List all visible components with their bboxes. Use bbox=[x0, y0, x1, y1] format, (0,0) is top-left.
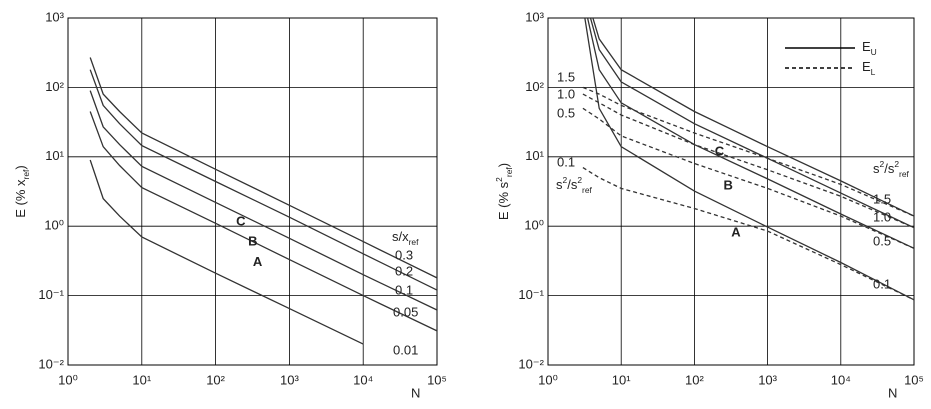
y-tick-label: 10² bbox=[525, 79, 544, 94]
curve-label-title: s/xref bbox=[392, 229, 419, 247]
text-part: s/x bbox=[392, 229, 409, 244]
text-part: ref bbox=[582, 185, 593, 195]
x-tick-label: 10³ bbox=[758, 372, 777, 387]
curve-label: 0.2 bbox=[395, 263, 413, 278]
curve bbox=[589, 18, 914, 229]
y-tick-label: 10⁻² bbox=[518, 356, 544, 371]
curve-label: 0.1 bbox=[557, 154, 575, 169]
y-tick-label: 10² bbox=[45, 79, 64, 94]
plot-area bbox=[582, 18, 914, 301]
curve bbox=[89, 90, 437, 311]
curve-label-title: s2/s2ref bbox=[556, 175, 593, 195]
legend-label: EU bbox=[862, 39, 877, 57]
curve bbox=[584, 18, 914, 301]
curve bbox=[89, 57, 437, 279]
plot-area bbox=[89, 57, 437, 345]
text-part: 2 bbox=[577, 175, 582, 185]
x-tick-label: 10⁴ bbox=[353, 372, 373, 387]
y-tick-label: 10¹ bbox=[525, 148, 544, 163]
curve bbox=[592, 18, 914, 217]
y-tick-label: 10⁻² bbox=[38, 356, 64, 371]
plot-frame bbox=[67, 17, 438, 366]
annotation: A bbox=[731, 224, 741, 239]
x-tick-label: 10¹ bbox=[132, 372, 151, 387]
annotation: C bbox=[715, 144, 725, 159]
x-tick-label: 10² bbox=[206, 372, 225, 387]
y-tick-label: 10⁰ bbox=[44, 218, 64, 233]
text-part: ref bbox=[504, 167, 514, 178]
curve-label: 0.3 bbox=[395, 247, 413, 262]
plot-frame bbox=[547, 17, 915, 366]
curve bbox=[586, 18, 914, 249]
x-tick-label: 10⁰ bbox=[58, 372, 78, 387]
curve bbox=[89, 111, 437, 332]
y-tick-label: 10¹ bbox=[45, 148, 64, 163]
text-part: ref bbox=[21, 169, 31, 180]
curve-label: 0.1 bbox=[873, 276, 891, 291]
text-part: ref bbox=[409, 237, 420, 247]
x-axis-label: N bbox=[888, 385, 897, 400]
curve bbox=[89, 159, 364, 345]
y-tick-label: 10³ bbox=[45, 9, 64, 24]
text-part: L bbox=[871, 67, 876, 77]
x-tick-label: 10⁰ bbox=[538, 372, 558, 387]
curve-label: 0.1 bbox=[395, 282, 413, 297]
curve bbox=[89, 69, 437, 291]
legend-label: EL bbox=[862, 59, 876, 77]
text-part: 2 bbox=[494, 177, 504, 182]
y-tick-label: 10⁰ bbox=[524, 218, 544, 233]
x-tick-label: 10⁵ bbox=[427, 372, 447, 387]
text-part: s bbox=[873, 161, 880, 176]
curve-label: 0.5 bbox=[873, 233, 891, 248]
curve-label: 1.5 bbox=[557, 69, 575, 84]
text-part: 2 bbox=[894, 159, 899, 169]
curve-label: 0.5 bbox=[557, 105, 575, 120]
text-part: ref bbox=[899, 169, 910, 179]
x-tick-label: 10⁴ bbox=[831, 372, 851, 387]
curve-label: 1.0 bbox=[557, 86, 575, 101]
text-part: E bbox=[862, 39, 871, 54]
text-part: /s bbox=[884, 161, 895, 176]
curve-label: 0.05 bbox=[393, 304, 418, 319]
y-tick-label: 10⁻¹ bbox=[518, 287, 544, 302]
y-tick-label: 10⁻¹ bbox=[38, 287, 64, 302]
x-tick-label: 10² bbox=[685, 372, 704, 387]
annotation: C bbox=[236, 213, 246, 228]
text-part: ) bbox=[13, 165, 28, 169]
text-part: s bbox=[556, 177, 563, 192]
y-axis-label: E (% xref) bbox=[13, 165, 31, 218]
x-tick-label: 10⁵ bbox=[904, 372, 924, 387]
curve bbox=[582, 93, 914, 229]
y-axis-label: E (% s2ref) bbox=[494, 163, 514, 220]
annotation: B bbox=[248, 234, 257, 249]
y-tick-label: 10³ bbox=[525, 9, 544, 24]
curve-label: 1.0 bbox=[873, 209, 891, 224]
annotation: A bbox=[253, 254, 263, 269]
text-part: /s bbox=[567, 177, 578, 192]
text-part: ) bbox=[496, 163, 511, 167]
annotation: B bbox=[724, 177, 733, 192]
curve-label-title: s2/s2ref bbox=[873, 159, 910, 179]
text-part: 2 bbox=[563, 175, 568, 185]
text-part: E (% s bbox=[496, 181, 511, 220]
curve bbox=[582, 167, 914, 301]
x-tick-label: 10¹ bbox=[612, 372, 631, 387]
text-part: 2 bbox=[880, 159, 885, 169]
curve-label: 0.01 bbox=[393, 342, 418, 357]
x-axis-label: N bbox=[411, 385, 420, 400]
curve bbox=[582, 107, 914, 249]
text-part: U bbox=[871, 47, 877, 57]
text-part: E bbox=[862, 59, 871, 74]
x-tick-label: 10³ bbox=[280, 372, 299, 387]
curve bbox=[582, 86, 914, 217]
curve-label: 1.5 bbox=[873, 191, 891, 206]
text-part: E (% x bbox=[13, 179, 28, 218]
